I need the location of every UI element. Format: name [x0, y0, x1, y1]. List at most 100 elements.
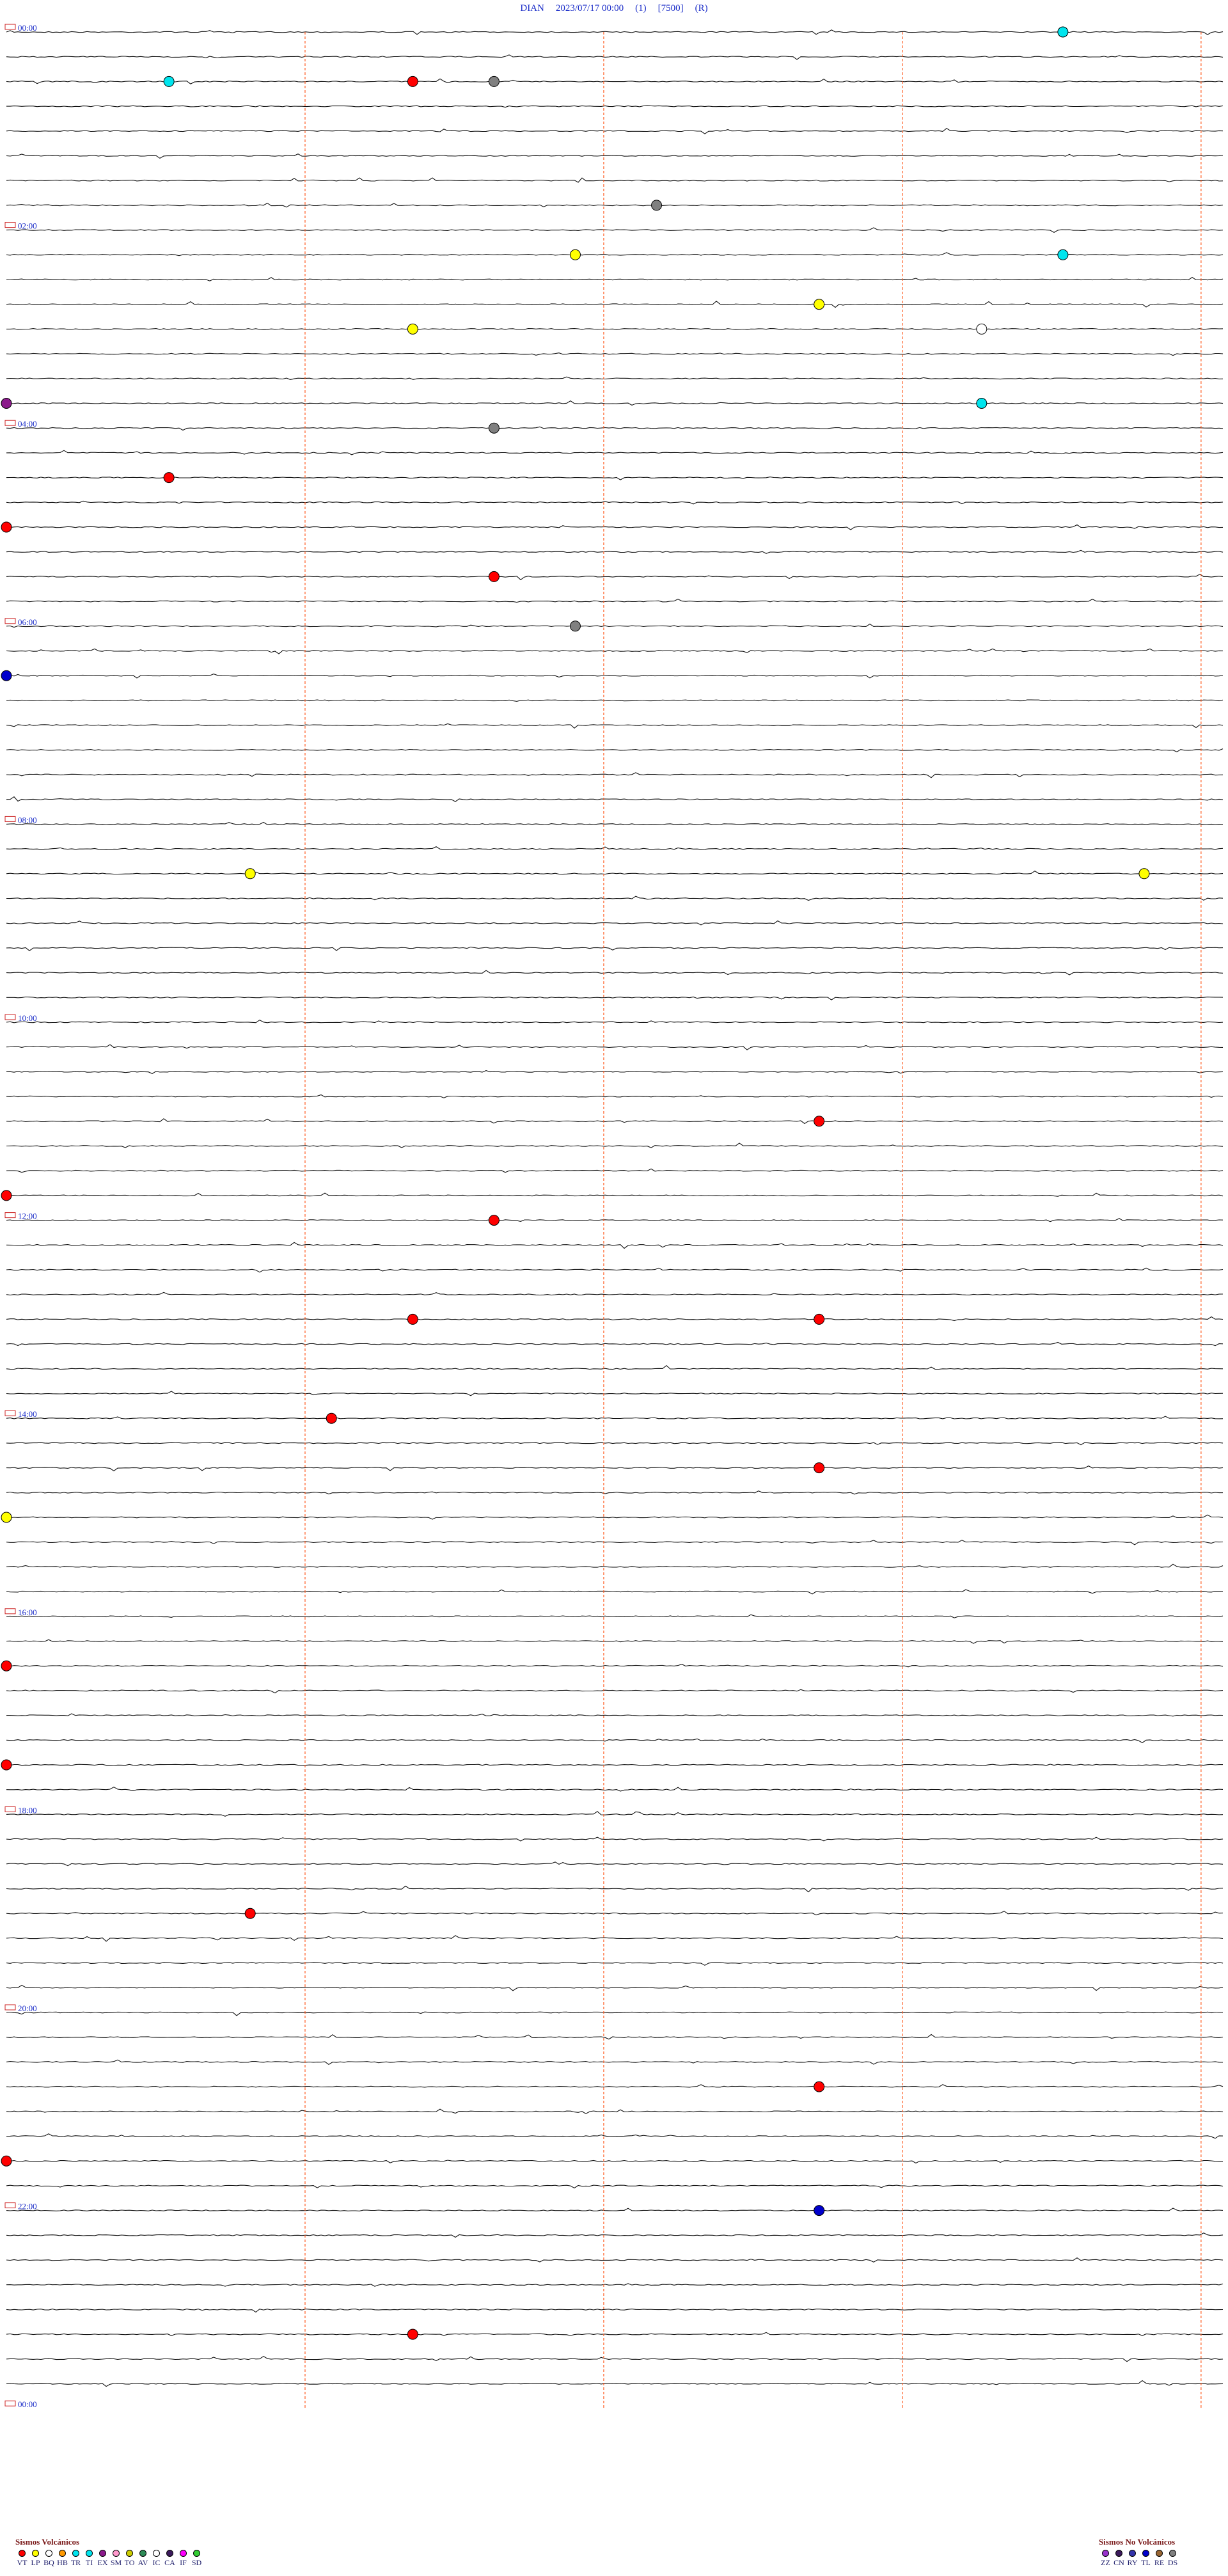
legend-label: RY [1127, 2558, 1138, 2567]
legend-item: AV [136, 2550, 150, 2568]
legend-item: VT [15, 2550, 29, 2568]
legend-label: HB [57, 2558, 68, 2567]
trace-line [6, 1614, 1224, 1618]
trace-line [6, 426, 1224, 431]
trace-line [6, 920, 1224, 926]
trace-line [6, 2380, 1224, 2387]
event-marker [814, 299, 825, 310]
trace-line [6, 1267, 1224, 1273]
legend-swatch [180, 2550, 187, 2557]
trace-line [6, 1911, 1224, 1916]
trace-line [6, 1540, 1224, 1545]
trace-line [6, 1168, 1224, 1173]
event-marker [407, 2328, 418, 2340]
legend-swatch [1102, 2550, 1109, 2557]
trace-line [6, 574, 1224, 581]
legend-volcanic: Sismos Volcánicos VT LP BQ HB TR TI EX SM TO AV IC… [15, 2537, 203, 2568]
event-marker [488, 1215, 500, 1226]
event-marker [1, 670, 12, 681]
hour-marker [4, 1608, 16, 1615]
hour-label: 18:00 [18, 1805, 37, 1815]
trace-line [6, 1316, 1224, 1322]
trace-line [6, 2133, 1224, 2139]
legend-swatch [166, 2550, 173, 2557]
hour-label: 10:00 [18, 1013, 37, 1023]
event-marker [407, 75, 418, 87]
trace-lines [6, 29, 1224, 2387]
event-marker [814, 1313, 825, 1325]
trace-line [6, 2283, 1224, 2287]
event-marker [1138, 868, 1150, 880]
trace-line [6, 1514, 1224, 1520]
legend-label: CN [1114, 2558, 1124, 2567]
trace-line [6, 1019, 1224, 1023]
trace-line [6, 598, 1224, 603]
trace-line [6, 623, 1224, 628]
event-marker [488, 75, 500, 87]
hour-marker [4, 618, 16, 624]
legend-swatch [32, 2550, 39, 2557]
trace-line [6, 1094, 1224, 1098]
trace-line [6, 153, 1224, 159]
legend-swatch [126, 2550, 133, 2557]
helicorder-plot: 00:00 02:00 04:00 06:00 08:00 10:00 12:00 14:00… [1, 23, 1224, 2409]
legend-label: CA [164, 2558, 175, 2567]
legend-label: BQ [43, 2558, 54, 2567]
legend-swatch [59, 2550, 66, 2557]
channel: (1) [635, 3, 647, 13]
legend-swatch [86, 2550, 93, 2557]
trace-line [6, 2059, 1224, 2065]
trace-line [6, 1242, 1224, 1249]
event-marker [1, 1512, 12, 1523]
legend-item: TO [123, 2550, 136, 2568]
trace-line [6, 1490, 1223, 1495]
legend-swatch [153, 2550, 160, 2557]
trace-line [6, 1218, 1224, 1222]
legend-item: BQ [42, 2550, 56, 2568]
trace-line [6, 1664, 1224, 1668]
hour-label: 04:00 [18, 419, 37, 429]
trace-line [6, 2208, 1224, 2211]
event-marker [1, 521, 12, 533]
hour-label: 12:00 [18, 1212, 37, 1221]
legend-label: VT [17, 2558, 28, 2567]
event-marker [1, 2155, 12, 2167]
trace-line [6, 1811, 1224, 1817]
legend-item: IF [177, 2550, 190, 2568]
legend-swatch [1156, 2550, 1163, 2557]
trace-line [6, 2084, 1224, 2088]
trace-line [6, 674, 1224, 679]
event-marker [569, 249, 581, 260]
hour-marker [4, 2004, 16, 2011]
trace-line [6, 105, 1224, 108]
hour-marker [4, 2202, 16, 2209]
hour-marker [4, 222, 16, 228]
event-marker [814, 2081, 825, 2092]
legend-item: IC [150, 2550, 163, 2568]
event-marker [163, 75, 175, 87]
legend-item: ZZ [1099, 2550, 1112, 2568]
legend-label: TR [70, 2558, 81, 2567]
trace-line [6, 1589, 1224, 1595]
trace-line [6, 2160, 1223, 2164]
legend-item: DS [1166, 2550, 1179, 2568]
legend-label: EX [97, 2558, 108, 2567]
event-marker [1, 1660, 12, 1671]
trace-line [6, 723, 1224, 729]
legend-swatch [19, 2550, 26, 2557]
hour-marker [4, 816, 16, 822]
trace-line [6, 29, 1224, 35]
hour-marker [4, 1410, 16, 1416]
event-marker [326, 1412, 337, 1424]
trace-line [6, 1984, 1224, 1991]
mode: (R) [695, 3, 708, 13]
trace-line [6, 2257, 1224, 2263]
chart-title: DIAN 2023/07/17 00:00 (1) [7500] (R) [0, 0, 1228, 17]
trace-line [6, 896, 1224, 901]
trace-line [6, 946, 1224, 951]
trace-line [6, 1465, 1224, 1472]
trace-line [6, 996, 1224, 1000]
event-marker [407, 1313, 418, 1325]
legend-label: ZZ [1101, 2558, 1110, 2567]
trace-line [6, 524, 1224, 530]
